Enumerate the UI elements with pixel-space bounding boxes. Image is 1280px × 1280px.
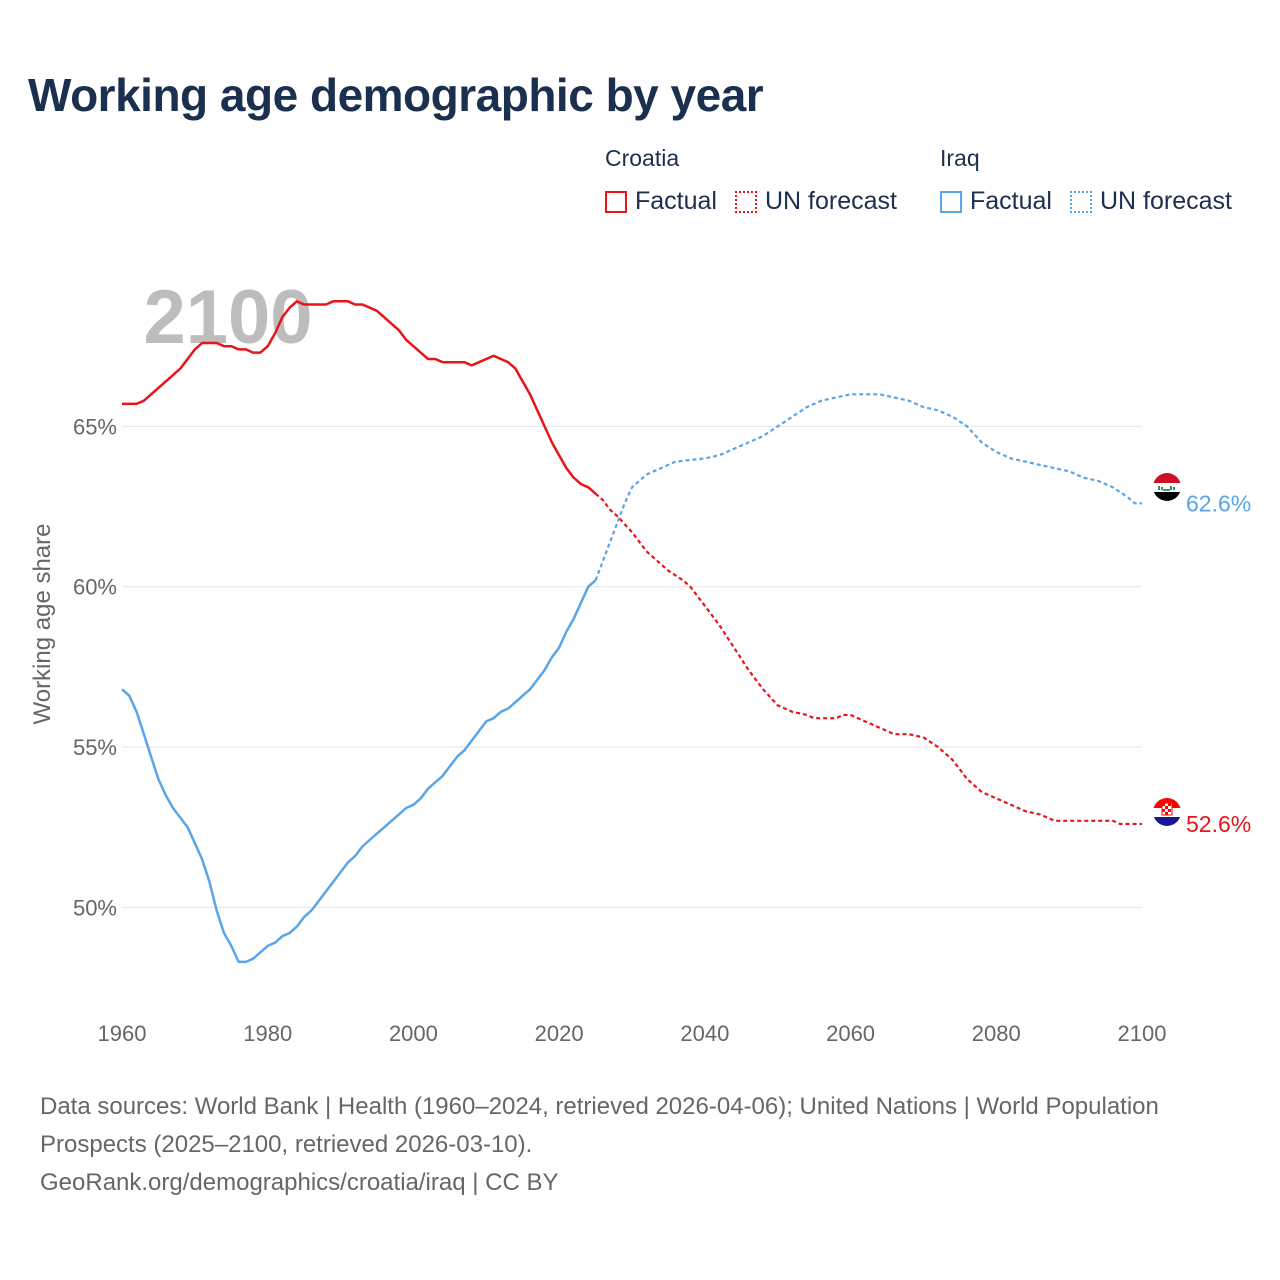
legend-label: UN forecast xyxy=(1099,187,1232,215)
legend-croatia-forecast[interactable]: UN forecast xyxy=(734,187,897,216)
y-tick-label: 65% xyxy=(73,414,117,439)
croatia-forecast-line xyxy=(594,492,1142,826)
legend-label: Factual xyxy=(635,187,717,215)
x-tick-label: 2040 xyxy=(680,1021,729,1046)
legend-swatch-solid xyxy=(605,190,627,213)
legend-label: Factual xyxy=(970,187,1052,215)
source-link[interactable]: GeoRank.org/demographics/croatia/iraq | … xyxy=(40,1169,559,1196)
x-tick-label: 2060 xyxy=(826,1021,875,1046)
croatia-flag xyxy=(1153,798,1181,826)
legend-iraq: Iraq Factual UN forecast xyxy=(940,145,1250,216)
legend-group-name: Croatia xyxy=(605,145,680,171)
data-sources: Data sources: World Bank | Health (1960–… xyxy=(40,1093,1159,1158)
legend-croatia-factual[interactable]: Factual xyxy=(605,187,717,216)
x-tick-label: 1960 xyxy=(98,1021,147,1046)
x-tick-label: 2080 xyxy=(972,1021,1021,1046)
iraq-factual-line xyxy=(121,579,597,964)
croatia-end-label: 52.6% xyxy=(1186,811,1251,837)
y-tick-label: 55% xyxy=(73,735,117,760)
x-tick-label: 1980 xyxy=(243,1021,292,1046)
x-tick-label: 2020 xyxy=(535,1021,584,1046)
legend-label: UN forecast xyxy=(764,187,897,215)
iraq-end-label: 62.6% xyxy=(1186,490,1251,516)
line-chart: 2100 Working age share 50% 55% 60% 65% 1960 1… xyxy=(29,275,1251,1046)
legend-group-name: Iraq xyxy=(940,145,980,171)
iraq-forecast-line xyxy=(594,393,1142,581)
legend-iraq-factual[interactable]: Factual xyxy=(940,187,1052,216)
page-title: Working age demographic by year xyxy=(28,69,764,121)
y-tick-label: 50% xyxy=(73,895,117,920)
legend-swatch-solid xyxy=(940,190,962,213)
y-axis-title: Working age share xyxy=(29,524,56,725)
y-tick-label: 60% xyxy=(73,575,117,600)
legend-croatia: Croatia Factual UN forecast xyxy=(605,145,915,216)
croatia-factual-line xyxy=(122,300,597,495)
x-tick-label: 2100 xyxy=(1118,1021,1167,1046)
legend-iraq-forecast[interactable]: UN forecast xyxy=(1069,187,1232,216)
legend-swatch-dotted xyxy=(734,190,757,213)
footer: Data sources: World Bank | Health (1960–… xyxy=(40,1088,1180,1202)
legend-swatch-dotted xyxy=(1069,190,1092,213)
x-tick-label: 2000 xyxy=(389,1021,438,1046)
iraq-flag xyxy=(1153,473,1181,501)
